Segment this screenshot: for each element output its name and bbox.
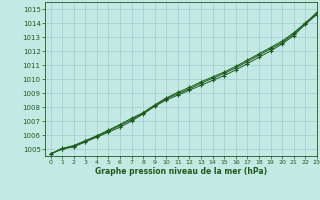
X-axis label: Graphe pression niveau de la mer (hPa): Graphe pression niveau de la mer (hPa) (95, 167, 267, 176)
